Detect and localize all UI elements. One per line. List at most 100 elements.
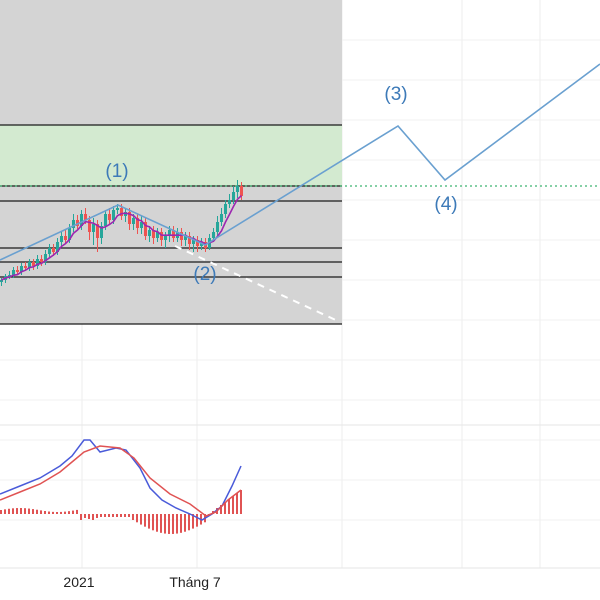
candle-body-4 bbox=[16, 270, 19, 272]
wave-label-1: (1) bbox=[105, 161, 128, 182]
histogram-bar-16 bbox=[64, 511, 66, 514]
candle-body-5 bbox=[20, 266, 23, 272]
histogram-bar-35 bbox=[140, 514, 142, 525]
histogram-bar-11 bbox=[44, 511, 46, 514]
candle-body-28 bbox=[112, 210, 115, 220]
histogram-bar-48 bbox=[192, 514, 194, 529]
histogram-bar-22 bbox=[88, 514, 90, 519]
candle-body-33 bbox=[132, 218, 135, 224]
candle-body-18 bbox=[72, 220, 75, 228]
histogram-bar-60 bbox=[240, 490, 242, 514]
histogram-bar-36 bbox=[144, 514, 146, 527]
histogram-bar-57 bbox=[228, 499, 230, 514]
candle-body-22 bbox=[88, 220, 91, 232]
histogram-bar-37 bbox=[148, 514, 150, 529]
candle-body-36 bbox=[144, 222, 147, 236]
wave-label-4: (4) bbox=[434, 194, 457, 215]
histogram-bar-12 bbox=[48, 511, 50, 514]
histogram-bar-21 bbox=[84, 514, 86, 518]
histogram-bar-59 bbox=[236, 493, 238, 514]
histogram-bar-34 bbox=[136, 514, 138, 523]
histogram-bar-0 bbox=[0, 510, 2, 514]
candle-body-12 bbox=[48, 248, 51, 254]
candle-body-56 bbox=[224, 204, 227, 214]
histogram-bar-39 bbox=[156, 514, 158, 532]
histogram-bar-2 bbox=[8, 508, 10, 514]
candle-body-29 bbox=[116, 208, 119, 210]
histogram-bar-5 bbox=[20, 508, 22, 514]
moving-average-line bbox=[1, 195, 243, 281]
histogram-bar-1 bbox=[4, 509, 6, 514]
candle-body-49 bbox=[196, 240, 199, 246]
candle-body-7 bbox=[28, 262, 31, 268]
histogram-bar-4 bbox=[16, 508, 18, 514]
candle-body-14 bbox=[56, 242, 59, 252]
histogram-bar-27 bbox=[108, 514, 110, 517]
histogram-bar-17 bbox=[68, 511, 70, 514]
histogram-bar-38 bbox=[152, 514, 154, 531]
green-zone bbox=[0, 125, 342, 186]
candle-body-21 bbox=[84, 214, 87, 220]
candle-body-32 bbox=[128, 212, 131, 224]
histogram-bar-19 bbox=[76, 509, 78, 514]
candle-body-54 bbox=[216, 222, 219, 232]
candle-body-39 bbox=[156, 232, 159, 238]
candle-body-3 bbox=[12, 270, 15, 275]
candle-body-2 bbox=[8, 275, 11, 277]
candle-body-16 bbox=[64, 236, 67, 240]
candle-body-13 bbox=[52, 248, 55, 252]
wave-path bbox=[0, 63, 600, 261]
candle-body-42 bbox=[168, 230, 171, 236]
candle-body-25 bbox=[100, 226, 103, 238]
candle-body-30 bbox=[120, 208, 123, 216]
histogram-bar-55 bbox=[220, 505, 222, 514]
histogram-bar-28 bbox=[112, 514, 114, 517]
x-tick-label-2021: 2021 bbox=[63, 574, 94, 590]
histogram-bar-33 bbox=[132, 514, 134, 520]
histogram-bar-10 bbox=[40, 510, 42, 514]
candle-body-59 bbox=[236, 186, 239, 192]
histogram-bar-47 bbox=[188, 514, 190, 531]
candle-body-57 bbox=[228, 200, 231, 204]
candle-body-27 bbox=[108, 214, 111, 220]
candle-body-38 bbox=[152, 230, 155, 238]
histogram-bar-7 bbox=[28, 508, 30, 514]
histogram-bar-30 bbox=[120, 514, 122, 517]
histogram-bar-42 bbox=[168, 514, 170, 534]
candle-body-41 bbox=[164, 236, 167, 240]
candle-body-23 bbox=[92, 224, 95, 232]
histogram-bar-40 bbox=[160, 514, 162, 533]
histogram-bar-49 bbox=[196, 514, 198, 527]
histogram-bar-32 bbox=[128, 514, 130, 517]
histogram-bar-9 bbox=[36, 509, 38, 514]
candle-body-34 bbox=[136, 218, 139, 228]
candle-body-6 bbox=[24, 266, 27, 268]
histogram-bar-26 bbox=[104, 514, 106, 517]
histogram-bar-8 bbox=[32, 509, 34, 514]
histogram-bar-56 bbox=[224, 502, 226, 514]
histogram-bar-14 bbox=[56, 511, 58, 514]
candle-body-43 bbox=[172, 230, 175, 238]
histogram-bar-41 bbox=[164, 514, 166, 534]
candle-body-9 bbox=[36, 259, 39, 266]
candle-body-15 bbox=[60, 236, 63, 242]
signal-line bbox=[0, 445, 242, 517]
candle-body-46 bbox=[184, 236, 187, 240]
candle-body-17 bbox=[68, 228, 71, 240]
histogram-bar-24 bbox=[96, 514, 98, 518]
wave-label-3: (3) bbox=[384, 84, 407, 105]
candle-body-37 bbox=[148, 230, 151, 236]
dashed-trend-line bbox=[174, 245, 341, 323]
x-tick-label-thang-7: Tháng 7 bbox=[169, 574, 221, 590]
histogram-bar-45 bbox=[180, 514, 182, 533]
histogram-bar-46 bbox=[184, 514, 186, 532]
candle-body-0 bbox=[0, 280, 3, 282]
histogram-bar-23 bbox=[92, 514, 94, 520]
histogram-bar-44 bbox=[176, 514, 178, 534]
candle-body-24 bbox=[96, 224, 99, 238]
wave-labels: (1) (2) (3) (4) bbox=[105, 84, 457, 285]
histogram-bar-31 bbox=[124, 514, 126, 517]
candle-body-53 bbox=[212, 232, 215, 238]
candle-body-11 bbox=[44, 254, 47, 262]
histogram-bar-3 bbox=[12, 508, 14, 514]
